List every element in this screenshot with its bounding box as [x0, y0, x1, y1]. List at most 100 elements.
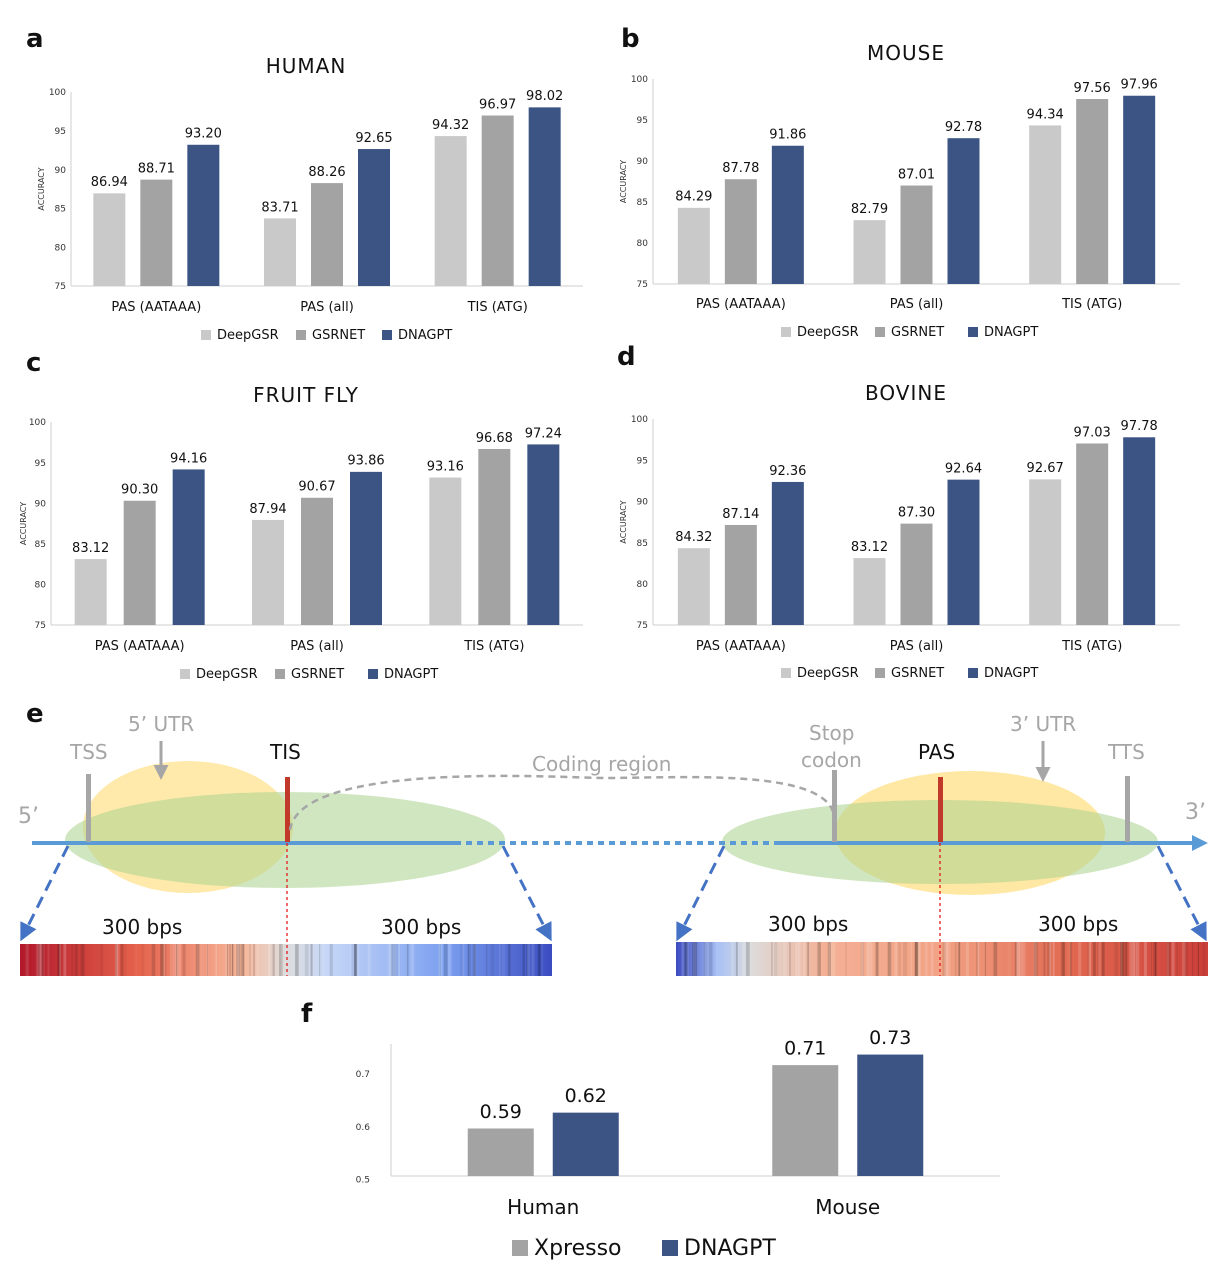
heatmap-stripe	[942, 942, 946, 976]
heatmap-stripe	[1049, 942, 1052, 976]
heatmap-stripe	[473, 944, 476, 976]
heatmap-stripe	[63, 944, 67, 976]
c4-data-label-xpresso-human: 0.59	[480, 1101, 522, 1123]
heatmap-stripe	[226, 944, 229, 976]
c0-chart-title: HUMAN	[266, 54, 347, 78]
heatmap-stripe	[845, 942, 847, 976]
heatmap-stripe	[170, 944, 172, 976]
heatmap-stripe	[508, 944, 511, 976]
c4-legend-swatch-dnagpt	[662, 1240, 678, 1256]
c0-data-label-gsrnet-tis-atg: 96.97	[479, 97, 516, 112]
c3-chart-title: BOVINE	[865, 381, 947, 405]
c0-bar-deepgsr-tis-atg	[434, 136, 467, 286]
heatmap-stripe	[356, 944, 360, 976]
c1-bar-gsrnet-pas-aataaa	[724, 179, 757, 284]
c3-data-label-deepgsr-pas-aataaa: 84.32	[675, 530, 712, 545]
heatmap-stripe	[388, 944, 392, 976]
heatmap-stripe	[272, 944, 275, 976]
heatmap-stripe	[1043, 942, 1046, 976]
heatmap-stripe	[774, 942, 778, 976]
heatmap-stripe	[1033, 942, 1038, 976]
c3-bar-dnagpt-pas-all	[947, 479, 980, 625]
c2-y-tick-label: 75	[35, 621, 46, 631]
c0-legend-swatch-dnagpt	[382, 330, 392, 340]
heatmap-stripe	[231, 944, 233, 976]
c0-data-label-deepgsr-tis-atg: 94.32	[432, 118, 469, 133]
heatmap-stripe	[439, 944, 441, 976]
heatmap-stripe	[803, 942, 806, 976]
zoom-arrow-left-2	[501, 845, 552, 942]
heatmap-stripe	[735, 942, 738, 976]
heatmap-stripe	[531, 944, 535, 976]
heatmap-stripe	[797, 942, 801, 976]
panel-label-b: b	[621, 24, 640, 54]
heatmap-stripe	[295, 944, 299, 976]
c0-bar-dnagpt-pas-aataaa	[187, 144, 220, 286]
heatmap-stripe	[438, 944, 443, 976]
heatmap-stripe	[304, 944, 307, 976]
heatmap-stripe	[693, 942, 696, 976]
heatmap-stripe	[1166, 942, 1169, 976]
c2-y-tick-label: 80	[35, 581, 47, 591]
heatmap-stripe	[707, 942, 710, 976]
c0-data-label-gsrnet-pas-aataaa: 88.71	[138, 161, 175, 176]
c3-bar-deepgsr-tis-atg	[1029, 479, 1062, 625]
c1-bar-deepgsr-pas-all	[853, 220, 886, 284]
heatmap-stripe	[36, 944, 41, 976]
c3-y-tick-label: 90	[637, 498, 649, 508]
heatmap-stripe	[869, 942, 872, 976]
heatmap-stripe	[248, 944, 251, 976]
heatmap-stripe	[692, 942, 696, 976]
c3-y-tick-label: 95	[637, 456, 648, 466]
c3-legend-label-deepgsr: DeepGSR	[797, 666, 859, 681]
c1-y-tick-label: 75	[637, 280, 648, 290]
heatmap-stripe	[367, 944, 371, 976]
heatmap-stripe	[731, 942, 734, 976]
c3-legend-swatch-deepgsr	[781, 668, 791, 678]
heatmap-stripe	[268, 944, 270, 976]
heatmap-stripe	[124, 944, 127, 976]
heatmap-stripe	[256, 944, 259, 976]
c1-legend-swatch-deepgsr	[781, 327, 791, 337]
c3-y-axis-label: ACCURACY	[619, 500, 628, 543]
heatmap-stripe	[460, 944, 464, 976]
strand-arrowhead	[1192, 835, 1208, 851]
heatmap-stripe	[867, 942, 869, 976]
pas-label: PAS	[918, 740, 955, 764]
heatmap-stripe	[231, 944, 235, 976]
heatmap-stripe	[395, 944, 398, 976]
heatmap-stripe	[236, 944, 240, 976]
c3-bar-gsrnet-pas-all	[900, 523, 933, 625]
c4-bar-dnagpt-mouse	[857, 1054, 924, 1176]
zoom-arrow-left-1	[20, 845, 70, 942]
heatmap-stripe	[958, 942, 961, 976]
heatmap-stripe	[1061, 942, 1065, 976]
heatmap-stripe	[462, 944, 465, 976]
c4-category-label: Mouse	[815, 1195, 880, 1219]
c1-data-label-deepgsr-tis-atg: 94.34	[1027, 107, 1064, 122]
heatmap-stripe	[1033, 942, 1037, 976]
heatmap-stripe	[807, 942, 809, 976]
c2-bar-gsrnet-tis-atg	[478, 448, 511, 625]
heatmap-stripe	[135, 944, 138, 976]
c2-legend-label-deepgsr: DeepGSR	[196, 667, 258, 682]
heatmap-stripe	[100, 944, 104, 976]
heatmap-stripe	[914, 942, 918, 976]
c1-bar-dnagpt-pas-aataaa	[771, 145, 804, 284]
heatmap-stripe	[1015, 942, 1020, 976]
c0-legend-label-dnagpt: DNAGPT	[398, 328, 452, 343]
c2-chart-title: FRUIT FLY	[253, 383, 359, 407]
c2-bar-dnagpt-tis-atg	[527, 444, 560, 625]
c0-data-label-dnagpt-pas-aataaa: 93.20	[185, 127, 222, 142]
c3-bar-deepgsr-pas-all	[853, 558, 886, 625]
heatmap-stripe	[1047, 942, 1051, 976]
stop-codon-label-2: codon	[801, 748, 862, 772]
heatmap-stripe	[860, 942, 864, 976]
c3-data-label-deepgsr-tis-atg: 92.67	[1027, 461, 1064, 476]
heatmap-stripe	[151, 944, 156, 976]
c1-data-label-gsrnet-pas-aataaa: 87.78	[722, 161, 759, 176]
panel-label-a: a	[26, 24, 44, 54]
c0-bar-gsrnet-pas-all	[311, 183, 343, 286]
c1-data-label-gsrnet-pas-all: 87.01	[898, 167, 935, 182]
heatmap-stripe	[501, 944, 506, 976]
